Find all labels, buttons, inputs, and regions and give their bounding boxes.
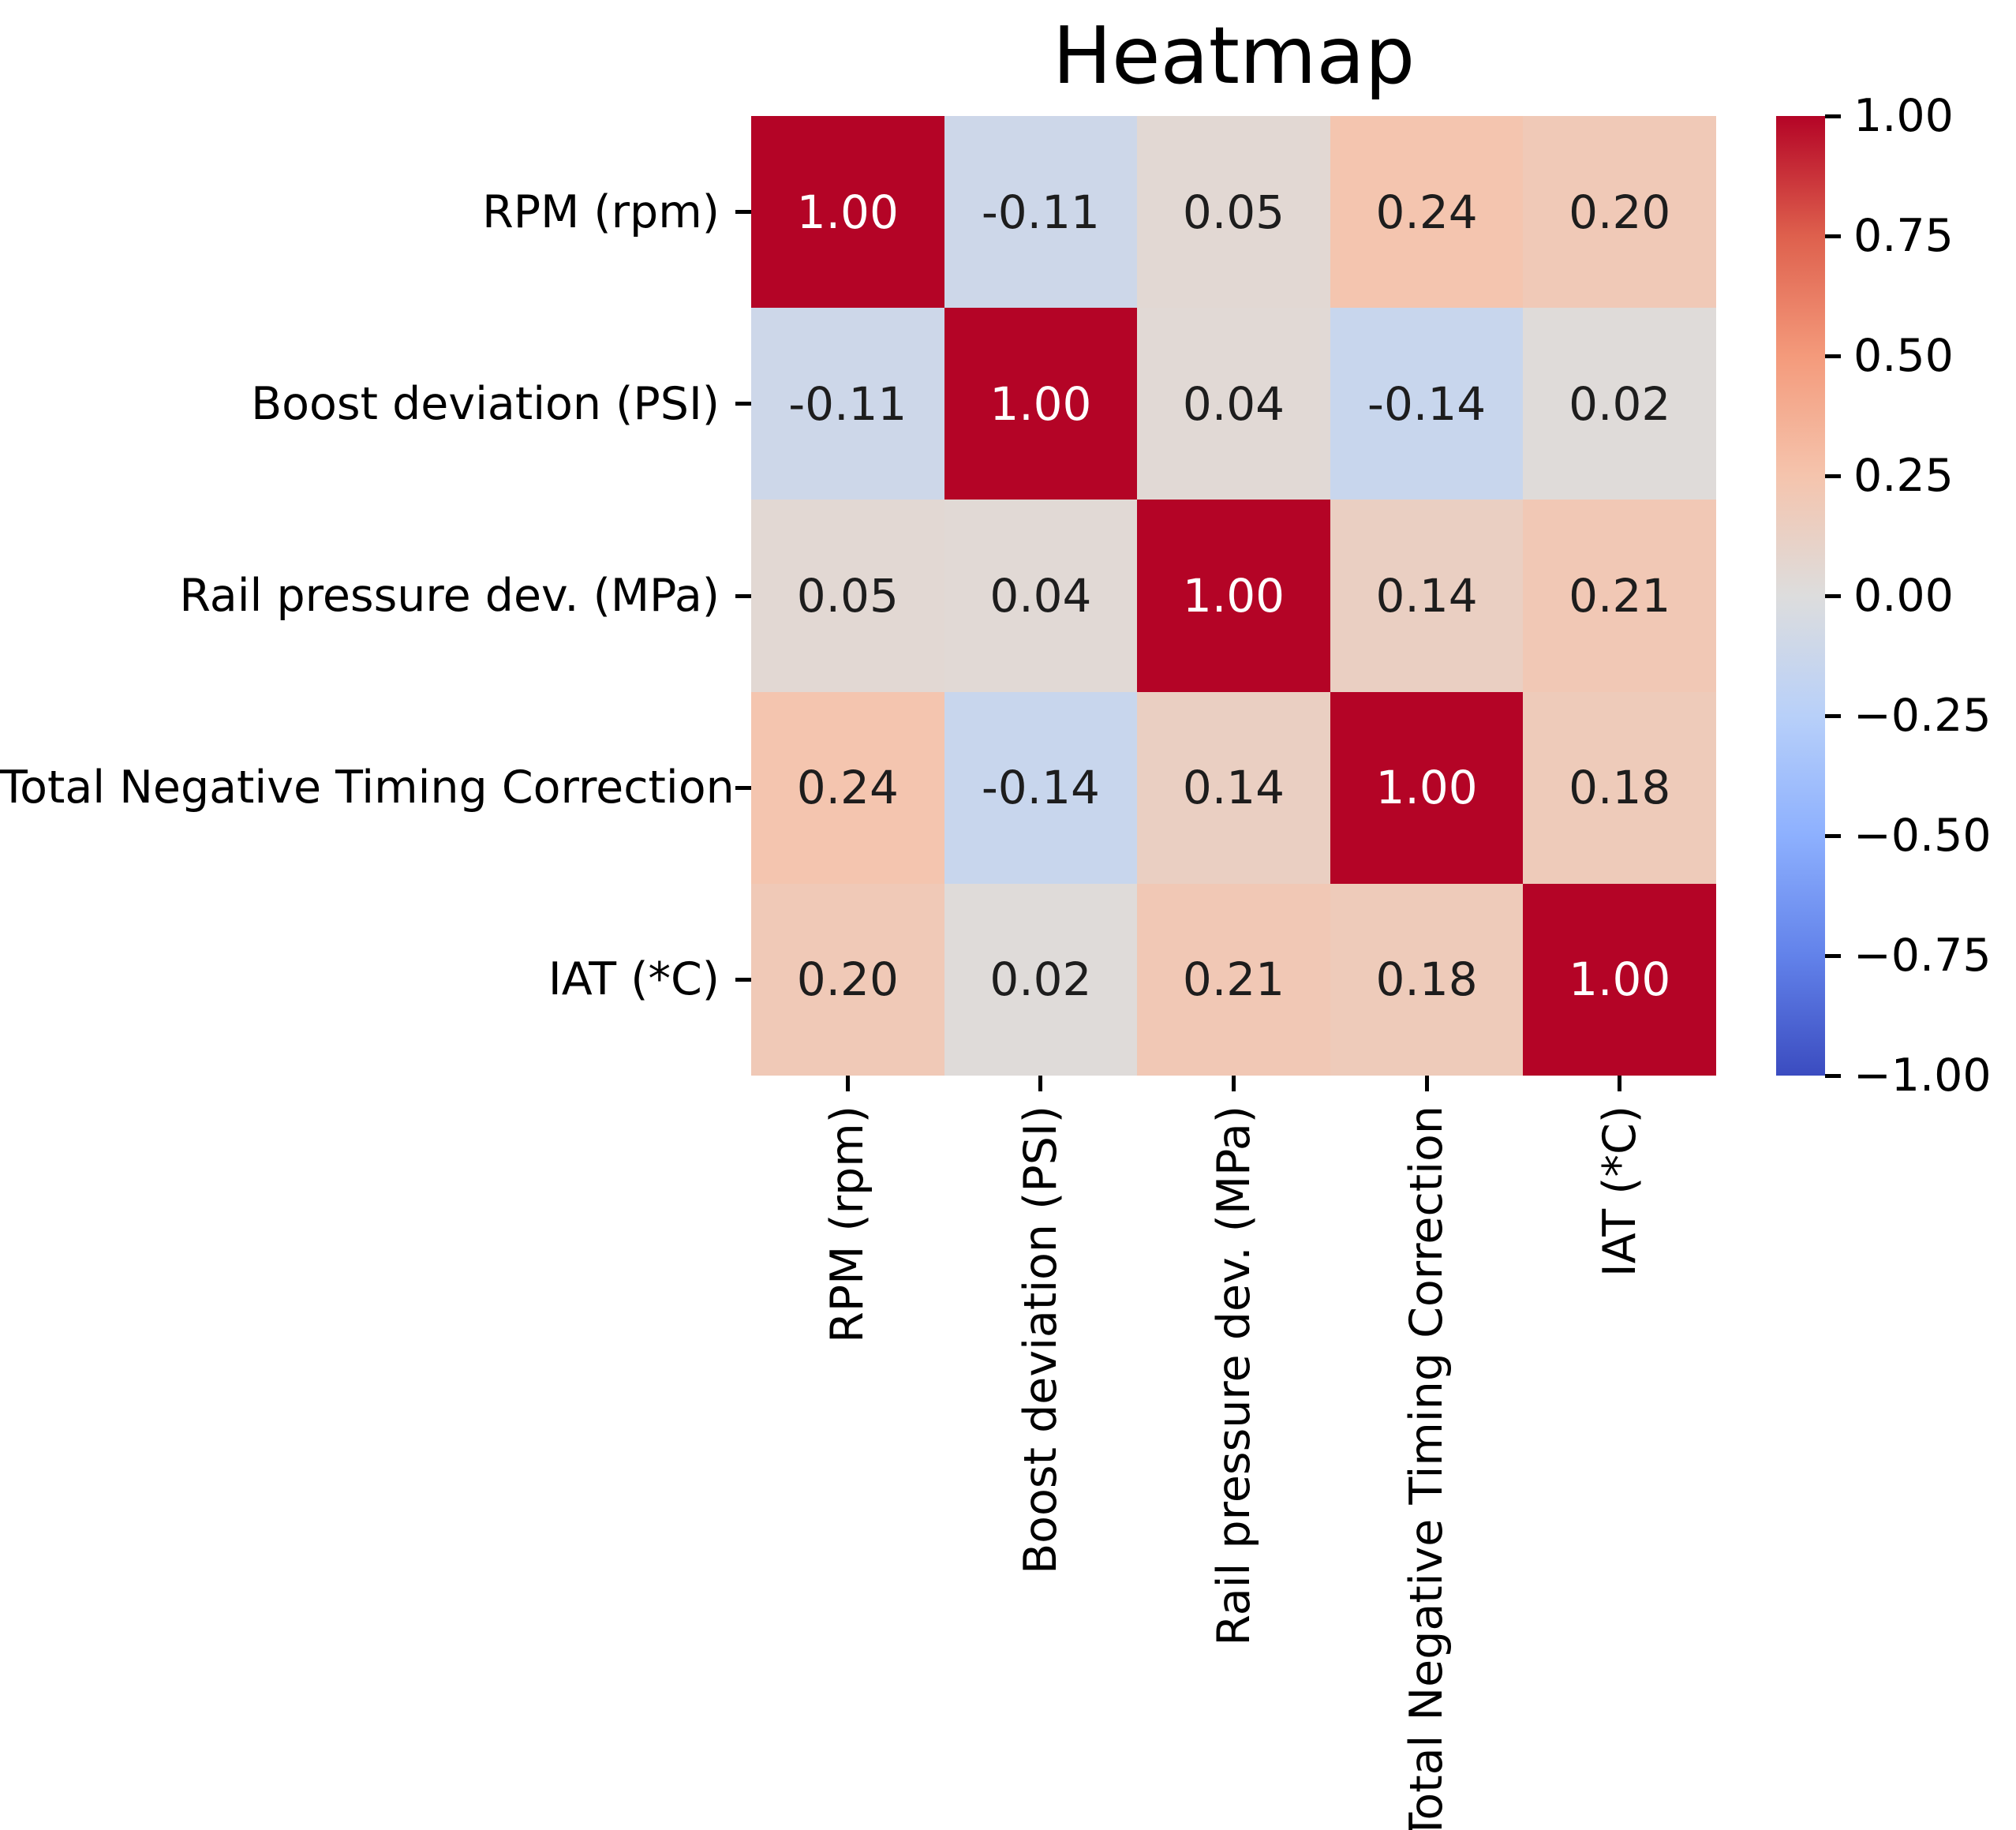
cell-value: 1.00 (796, 185, 899, 239)
x-tick-mark (1232, 1076, 1236, 1091)
colorbar-tick-label: −0.25 (1853, 690, 1992, 742)
cell-value: 0.14 (1182, 761, 1285, 815)
x-tick-mark (845, 1076, 850, 1091)
x-tick-mark (1038, 1076, 1043, 1091)
heatmap-cell: -0.14 (1330, 308, 1524, 500)
colorbar-tick-label: 0.50 (1853, 330, 1954, 382)
heatmap-cell: -0.11 (944, 116, 1138, 309)
heatmap-cell: 0.14 (1330, 500, 1524, 692)
heatmap-grid: 1.00 -0.11 0.05 0.24 0.20 -0.11 1.00 0.04 -0.14 0… (751, 116, 1716, 1076)
heatmap-cell: 0.20 (751, 883, 944, 1076)
y-tick-label: Boost deviation (PSI) (251, 377, 720, 430)
x-tick-label: Rail pressure dev. (MPa) (1207, 1106, 1260, 1646)
heatmap-cell: 0.04 (944, 500, 1138, 692)
cell-value: 1.00 (989, 376, 1092, 431)
cell-value: 0.02 (1569, 376, 1671, 431)
cell-value: 1.00 (1182, 568, 1285, 623)
cell-value: 0.21 (1569, 568, 1671, 623)
colorbar-tick-mark (1825, 953, 1841, 958)
cell-value: -0.14 (981, 761, 1100, 815)
x-tick-label: RPM (rpm) (821, 1106, 874, 1343)
heatmap-cell: 0.24 (1330, 116, 1524, 309)
colorbar-tick-label: 0.00 (1853, 570, 1954, 622)
heatmap-cell: 1.00 (1137, 500, 1330, 692)
heatmap-cell: -0.11 (751, 308, 944, 500)
colorbar-gradient (1776, 116, 1825, 1076)
heatmap-cell: 0.04 (1137, 308, 1330, 500)
heatmap-cell: 1.00 (1523, 883, 1716, 1076)
cell-value: 1.00 (1569, 952, 1671, 1007)
colorbar-tick-mark (1825, 234, 1841, 238)
cell-value: -0.14 (1367, 376, 1487, 431)
x-tick-mark (1424, 1076, 1429, 1091)
cell-value: 0.24 (796, 761, 899, 815)
chart-title: Heatmap (1052, 9, 1416, 102)
colorbar-tick-label: −0.50 (1853, 810, 1992, 862)
cell-value: -0.11 (981, 185, 1100, 239)
colorbar-tick-label: −0.75 (1853, 930, 1992, 982)
colorbar-tick-label: 0.25 (1853, 450, 1954, 502)
colorbar-tick-label: −1.00 (1853, 1050, 1992, 1102)
heatmap-cell: 0.18 (1523, 691, 1716, 884)
cell-value: 0.05 (796, 568, 899, 623)
cell-value: 0.14 (1375, 568, 1478, 623)
y-tick-mark (735, 402, 751, 406)
colorbar-tick-mark (1825, 833, 1841, 838)
x-tick-mark (1618, 1076, 1622, 1091)
heatmap-cell: 0.20 (1523, 116, 1716, 309)
colorbar-tick-mark (1825, 354, 1841, 358)
cell-value: 0.05 (1182, 185, 1285, 239)
colorbar-tick-mark (1825, 713, 1841, 718)
cell-value: -0.11 (788, 376, 907, 431)
colorbar-tick-label: 0.75 (1853, 210, 1954, 262)
y-tick-label: RPM (rpm) (482, 185, 720, 238)
heatmap-cell: 0.02 (944, 883, 1138, 1076)
heatmap-cell: -0.14 (944, 691, 1138, 884)
x-tick-label: IAT (*C) (1593, 1106, 1646, 1278)
cell-value: 0.21 (1182, 952, 1285, 1007)
cell-value: 0.20 (796, 952, 899, 1007)
heatmap-cell: 0.05 (751, 500, 944, 692)
heatmap-cell: 0.14 (1137, 691, 1330, 884)
cell-value: 0.02 (989, 952, 1092, 1007)
heatmap-cell: 1.00 (944, 308, 1138, 500)
colorbar-tick-mark (1825, 1073, 1841, 1078)
heatmap-cell: 0.18 (1330, 883, 1524, 1076)
heatmap-cell: 0.05 (1137, 116, 1330, 309)
cell-value: 1.00 (1375, 761, 1478, 815)
heatmap-cell: 0.24 (751, 691, 944, 884)
y-tick-mark (735, 977, 751, 982)
heatmap-cell: 0.21 (1137, 883, 1330, 1076)
heatmap-cell: 0.02 (1523, 308, 1716, 500)
heatmap-cell: 1.00 (751, 116, 944, 309)
colorbar-tick-mark (1825, 114, 1841, 118)
y-tick-mark (735, 593, 751, 598)
cell-value: 0.04 (989, 568, 1092, 623)
heatmap-cell: 0.21 (1523, 500, 1716, 692)
y-tick-label: Total Negative Timing Correction (0, 762, 735, 814)
x-tick-label: Boost deviation (PSI) (1014, 1106, 1067, 1574)
cell-value: 0.20 (1569, 185, 1671, 239)
cell-value: 0.24 (1375, 185, 1478, 239)
cell-value: 0.04 (1182, 376, 1285, 431)
colorbar-tick-label: 1.00 (1853, 90, 1954, 142)
cell-value: 0.18 (1375, 952, 1478, 1007)
y-tick-label: IAT (*C) (548, 953, 720, 1006)
colorbar-tick-mark (1825, 593, 1841, 598)
y-tick-mark (735, 785, 751, 790)
x-tick-label: Total Negative Timing Correction (1401, 1106, 1453, 1830)
y-tick-label: Rail pressure dev. (MPa) (179, 570, 720, 622)
y-tick-mark (735, 210, 751, 215)
heatmap-cell: 1.00 (1330, 691, 1524, 884)
cell-value: 0.18 (1569, 761, 1671, 815)
colorbar-tick-mark (1825, 473, 1841, 478)
